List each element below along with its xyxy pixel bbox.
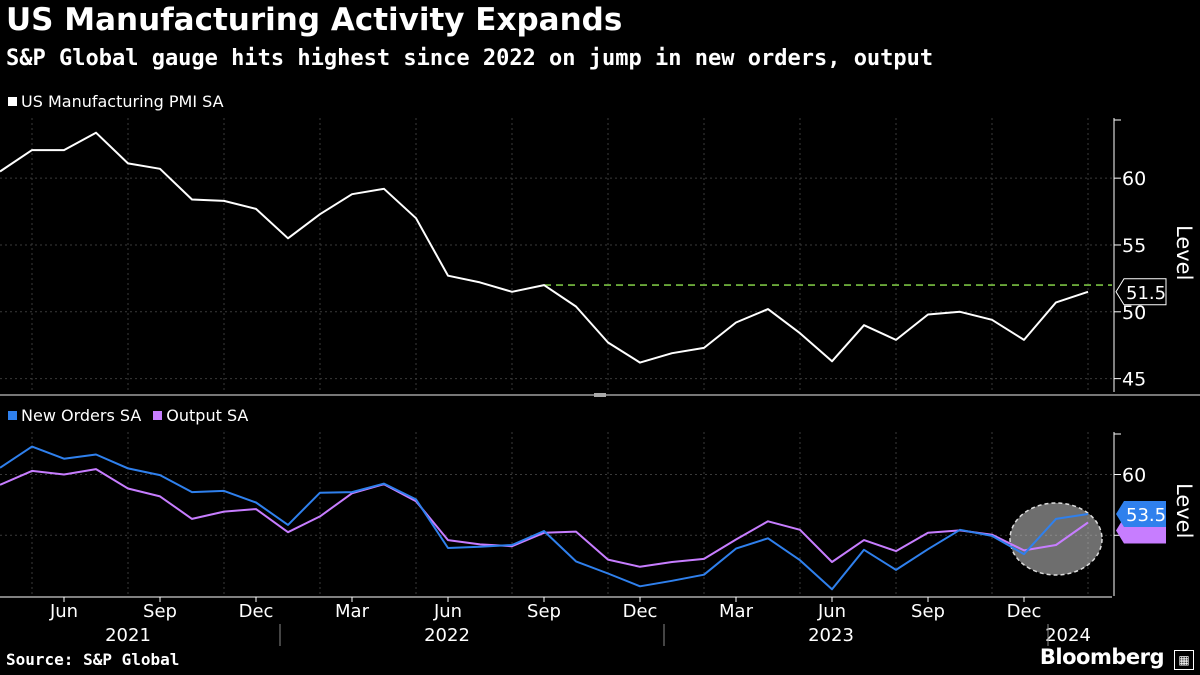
x-tick-label: Jun: [49, 601, 78, 622]
x-tick-label: Mar: [719, 601, 754, 622]
x-tick-label: Dec: [239, 601, 274, 622]
legend-item-output: Output SA: [153, 406, 248, 425]
new-orders-series-line: [0, 445, 1089, 591]
x-year-label: 2023: [808, 625, 854, 646]
x-tick-label: Jun: [817, 601, 846, 622]
legend-label-output: Output SA: [166, 406, 249, 425]
legend-swatch-pmi: [8, 97, 17, 106]
x-tick-label: Sep: [527, 601, 561, 622]
top-y-tick-label: 45: [1122, 369, 1146, 391]
legend-swatch-output: [153, 411, 163, 420]
top-y-axis-title: Level: [1172, 225, 1196, 280]
x-tick-label: Sep: [911, 601, 945, 622]
x-year-label: 2024: [1045, 625, 1091, 646]
top-y-tick-label: 60: [1122, 168, 1146, 190]
legend-item-new-orders: New Orders SA: [8, 406, 141, 425]
bottom-y-axis-title: Level: [1172, 483, 1196, 538]
output-series-line: [0, 468, 1089, 568]
source-note: Source: S&P Global: [6, 650, 180, 669]
x-tick-label: Dec: [623, 601, 658, 622]
new-orders-value-tag: [1116, 501, 1166, 527]
chart-subtitle: S&P Global gauge hits highest since 2022…: [6, 46, 934, 71]
pmi-value-tag: [1115, 278, 1167, 306]
bottom-legend: New Orders SA Output SA: [8, 406, 260, 425]
x-tick-label: Jun: [433, 601, 462, 622]
chart-title: US Manufacturing Activity Expands: [6, 2, 623, 38]
x-year-label: 2022: [424, 625, 470, 646]
x-tick-label: Mar: [335, 601, 370, 622]
x-tick-label: Sep: [143, 601, 177, 622]
pmi-series-line: [0, 131, 1089, 364]
legend-label-pmi: US Manufacturing PMI SA: [21, 92, 224, 111]
legend-swatch-new-orders: [8, 411, 17, 420]
legend-label-new-orders: New Orders SA: [21, 406, 142, 425]
top-y-tick-label: 55: [1122, 235, 1146, 257]
top-legend: US Manufacturing PMI SA: [8, 92, 236, 111]
brand-icon: ▦: [1174, 650, 1194, 670]
pmi-value-label: 51.5: [1126, 283, 1166, 304]
legend-item-pmi: US Manufacturing PMI SA: [8, 92, 224, 111]
top-y-tick-label: 50: [1122, 302, 1146, 324]
bloomberg-logo: Bloomberg: [1039, 645, 1165, 669]
x-tick-label: Dec: [1007, 601, 1042, 622]
new-orders-value-label: 53.5: [1126, 505, 1166, 526]
highlight-circle: [1009, 502, 1103, 576]
bottom-y-tick-label: 60: [1122, 465, 1146, 487]
x-year-label: 2021: [105, 625, 151, 646]
